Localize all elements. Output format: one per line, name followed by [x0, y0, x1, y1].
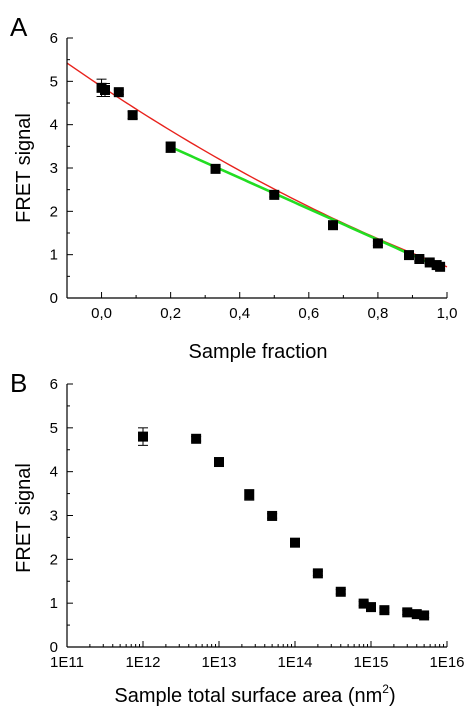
panel-a-data-point: [435, 261, 446, 272]
panel-a-data-point: [210, 163, 221, 174]
axis-title-x-b-main: Sample total surface area (nm: [114, 685, 382, 707]
panel-b-x-tick-label: 1E13: [201, 654, 236, 671]
panel-a-data-point: [404, 250, 414, 261]
panel-b-y-tick-label: 1: [50, 595, 58, 612]
panel-b-y-tick-label: 0: [50, 639, 58, 656]
panel-b-y-tick-label: 6: [50, 376, 58, 393]
axis-title-x-b: Sample total surface area (nm2): [114, 682, 395, 707]
panel-a-data-point: [414, 254, 425, 264]
panel-a-data-point: [113, 87, 124, 98]
panel-a-x-tick-label: 0,4: [229, 305, 250, 322]
panel-b-y-tick-label: 5: [50, 420, 58, 437]
panel-b-x-tick-label: 1E14: [277, 654, 312, 671]
panel-a-x-tick-label: 0,2: [160, 305, 181, 322]
panel-a-y-tick-label: 2: [50, 203, 58, 220]
panel-b-y-tick-label: 4: [50, 464, 58, 481]
axis-title-y-a: FRET signal: [13, 113, 35, 223]
panel-b-data-point: [402, 607, 413, 618]
panel-b-data-point: [244, 489, 255, 500]
panel-b-data-point: [191, 433, 202, 444]
panel-b-data-point: [267, 510, 278, 521]
panel-a-x-tick-label: 1,0: [437, 305, 458, 322]
axis-title-y-b: FRET signal: [13, 463, 35, 573]
panel-b-data-point: [290, 537, 300, 548]
panel-b-data-point: [379, 605, 390, 616]
panel-a-y-tick-label: 3: [50, 160, 58, 177]
panel-a-data-point: [165, 142, 176, 153]
panel-b-data-point: [214, 457, 224, 468]
panel-b-x-tick-label: 1E15: [353, 654, 388, 671]
panel-b-data-point: [312, 568, 323, 579]
plot-a: 0 1 2 3 4 5 6 0,0 0,2 0,4 0,6 0,8 1,0: [50, 30, 458, 322]
panel-label-b: B: [10, 368, 27, 398]
panel-a-data-point: [269, 189, 280, 200]
panel-b-x-tick-label: 1E12: [125, 654, 160, 671]
panel-a-data-point: [127, 110, 138, 121]
panel-b-x-tick-label: 1E11: [50, 654, 84, 671]
panel-label-a: A: [10, 12, 28, 42]
panel-a-data-point: [424, 257, 435, 268]
panel-a-x-tick-label: 0,6: [298, 305, 319, 322]
panel-b-y-tick-label: 2: [50, 551, 58, 568]
panel-b-data-point: [366, 602, 376, 613]
panel-b-data-point: [358, 598, 369, 609]
panel-a-data-point: [372, 238, 383, 249]
panel-b-data-point: [335, 586, 346, 597]
panel-a-data-point: [328, 220, 338, 231]
panel-a-x-tick-label: 0,8: [367, 305, 388, 322]
panel-b-y-tick-label: 3: [50, 508, 58, 525]
panel-b-data-point: [419, 610, 430, 621]
panel-a-y-tick-label: 1: [50, 247, 58, 264]
panel-a-y-tick-label: 5: [50, 73, 58, 90]
panel-a-fit-curve-1: [66, 62, 448, 268]
panel-a-x-tick-label: 0,0: [91, 305, 112, 322]
axis-title-x-a: Sample fraction: [189, 341, 328, 363]
panel-a-y-tick-label: 6: [50, 30, 58, 47]
panel-b-x-tick-label: 1E16: [429, 654, 464, 671]
panel-a-y-tick-label: 4: [50, 117, 58, 134]
panel-b-data-point: [411, 609, 422, 620]
panel-a-y-tick-label: 0: [50, 290, 58, 307]
panel-b-data-point: [138, 431, 148, 442]
axis-title-x-b-suffix: ): [389, 685, 396, 707]
axis-title-x-b-superscript: 2: [382, 682, 389, 696]
plot-b: 0 1 2 3 4 5 6 1E11 1E12 1E13 1E14 1E15 1E16: [50, 376, 465, 671]
panel-a-data-point: [100, 85, 110, 95]
